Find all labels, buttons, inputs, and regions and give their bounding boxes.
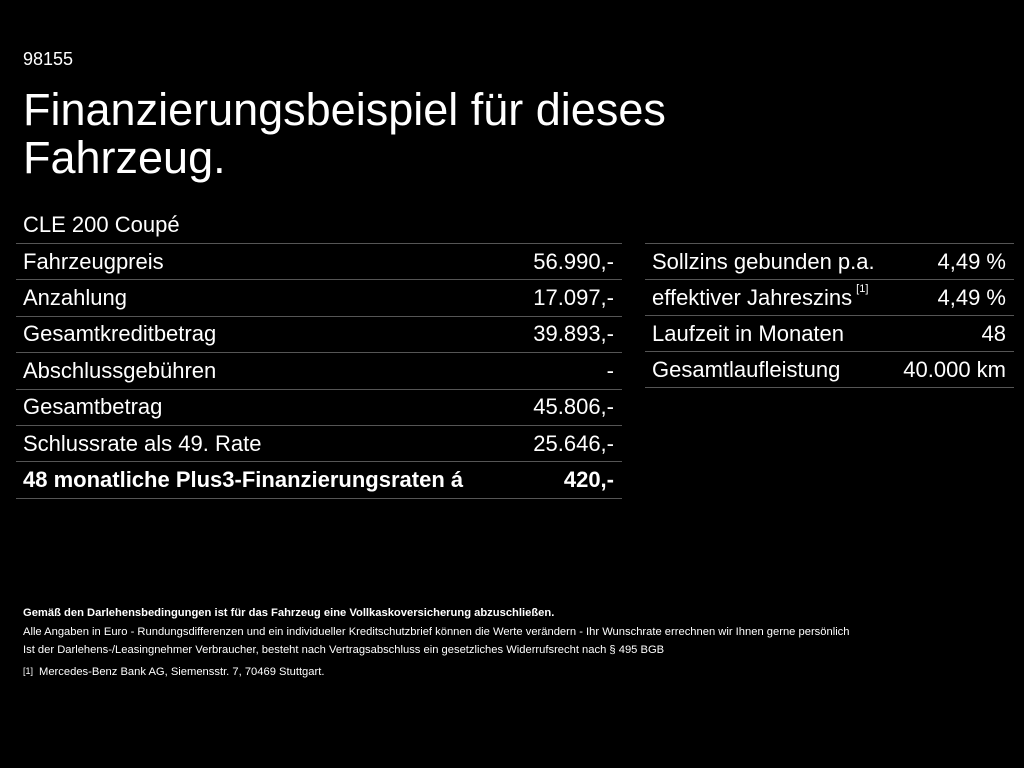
footnote-text: Mercedes-Benz Bank AG, Siemensstr. 7, 70…	[39, 665, 325, 678]
row-label: Gesamtkreditbetrag	[23, 321, 217, 347]
row-value: 40.000 km	[903, 356, 1006, 382]
table-row: Laufzeit in Monaten 48	[645, 316, 1014, 352]
row-value: 25.646,-	[533, 430, 614, 456]
row-value: 45.806,-	[533, 394, 614, 420]
table-row: Anzahlung 17.097,-	[16, 280, 622, 317]
page-title: Finanzierungsbeispiel für dieses Fahrzeu…	[23, 84, 666, 183]
financing-table: Fahrzeugpreis 56.990,- Anzahlung 17.097,…	[16, 243, 622, 499]
row-value: 39.893,-	[533, 321, 614, 347]
interest-table: Sollzins gebunden p.a. 4,49 % effektiver…	[645, 243, 1014, 388]
disclaimer-note: Alle Angaben in Euro - Rundungsdifferenz…	[23, 625, 850, 638]
table-row: Gesamtbetrag 45.806,-	[16, 390, 622, 426]
footnote-ref: [1]	[856, 282, 869, 295]
row-label: Anzahlung	[23, 285, 127, 311]
row-value: 4,49 %	[937, 248, 1007, 274]
row-label: Gesamtlaufleistung	[652, 356, 841, 382]
vehicle-id: 98155	[23, 49, 74, 69]
monthly-rate-row: 48 monatliche Plus3-Finanzierungsraten á…	[16, 462, 622, 499]
insurance-note: Gemäß den Darlehensbedingungen ist für d…	[23, 607, 555, 619]
footnote: [1] Mercedes-Benz Bank AG, Siemensstr. 7,…	[23, 663, 1003, 682]
row-value: 56.990,-	[533, 248, 614, 274]
table-row: Sollzins gebunden p.a. 4,49 %	[645, 244, 1014, 280]
model-name: CLE 200 Coupé	[23, 212, 180, 237]
table-row: Abschlussgebühren -	[16, 353, 622, 390]
row-label: Gesamtbetrag	[23, 394, 163, 420]
row-label: Fahrzeugpreis	[23, 248, 164, 274]
withdrawal-note: Ist der Darlehens-/Leasingnehmer Verbrau…	[23, 644, 665, 656]
row-label-with-ref: effektiver Jahreszins [1]	[652, 282, 869, 311]
table-row: Schlussrate als 49. Rate 25.646,-	[16, 426, 622, 463]
row-label: 48 monatliche Plus3-Finanzierungsraten á	[23, 467, 464, 493]
row-label: effektiver Jahreszins	[652, 284, 853, 310]
table-row: Gesamtlaufleistung 40.000 km	[645, 352, 1014, 388]
row-label: Laufzeit in Monaten	[652, 320, 845, 346]
table-row: Gesamtkreditbetrag 39.893,-	[16, 317, 622, 354]
row-value: 17.097,-	[533, 285, 614, 311]
row-value: 48	[981, 320, 1006, 346]
row-label: Schlussrate als 49. Rate	[23, 430, 262, 456]
footnote-marker: [1]	[23, 665, 34, 676]
row-value: 420,-	[563, 467, 614, 493]
row-value: 4,49 %	[937, 284, 1007, 310]
row-label: Sollzins gebunden p.a.	[652, 248, 875, 274]
footer-notes: Gemäß den Darlehensbedingungen ist für d…	[23, 604, 1003, 681]
table-row: effektiver Jahreszins [1] 4,49 %	[645, 280, 1014, 316]
row-label: Abschlussgebühren	[23, 357, 217, 383]
table-row: Fahrzeugpreis 56.990,-	[16, 244, 622, 281]
row-value: -	[606, 357, 614, 383]
